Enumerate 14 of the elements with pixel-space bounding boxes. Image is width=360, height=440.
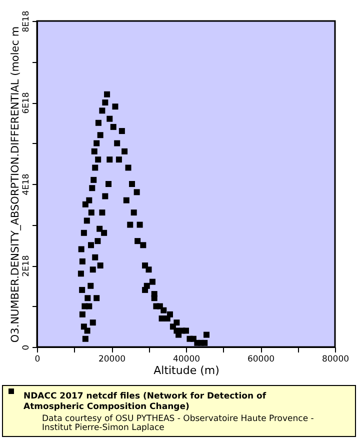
y-tick-label: 4E18 <box>22 174 32 196</box>
y-tick-label: 8E18 <box>22 10 32 32</box>
text: Data courtesy of OSU PYTHEAS - Observatoire Haute Provence - Institut Pierre-Simon Laplace <box>42 414 314 433</box>
x-tick-label: 60000 <box>247 354 275 364</box>
y-tick-label: 6E18 <box>22 92 32 114</box>
x-tick-label: 80000 <box>322 354 350 364</box>
legend-label: NDACC 2017 netcdf files (Network for Detection of Atmospheric Composition Change) <box>24 391 266 412</box>
x-axis-title: Altitude (m) <box>154 364 220 377</box>
y-tick-label: 2E18 <box>22 255 32 277</box>
y-axis-title: O3.NUMBER.DENSITY_ABSORPTION.DIFFERENTIAL (molec m <box>10 26 22 343</box>
x-tick-label: 40000 <box>172 354 200 364</box>
x-tick-label: 0 <box>34 354 40 364</box>
x-tick-label: 20000 <box>98 354 126 364</box>
y-tick-label: 0 <box>22 344 32 350</box>
